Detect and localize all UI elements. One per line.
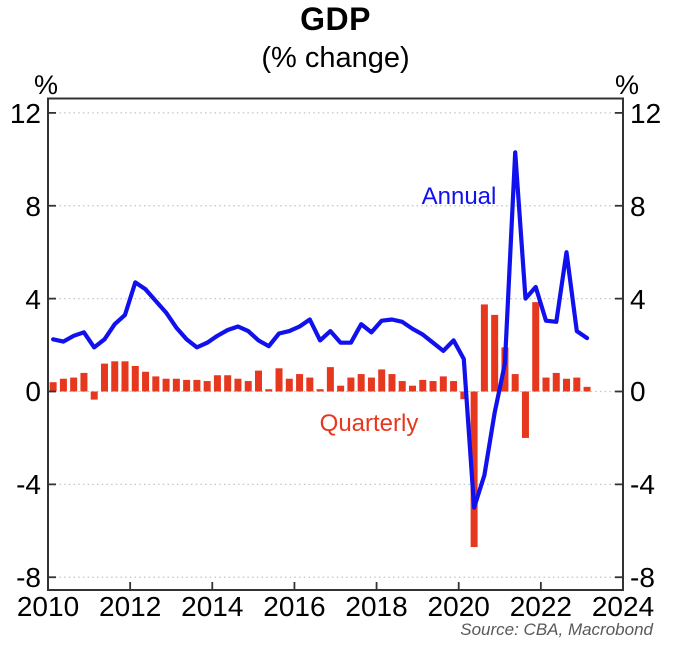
x-axis-tick-label-2010: 2010 <box>16 591 80 622</box>
quarterly-bar <box>162 378 170 392</box>
quarterly-bar <box>183 379 191 392</box>
quarterly-bar <box>357 374 365 392</box>
quarterly-bar <box>275 368 283 392</box>
x-axis-tick-label-2016: 2016 <box>263 591 326 622</box>
quarterly-bar <box>347 377 355 392</box>
y-axis-tick-label-8: 8 <box>630 190 646 222</box>
y-axis-tick-label-0: 0 <box>25 376 41 408</box>
quarterly-bar <box>388 374 396 392</box>
quarterly-bar <box>285 378 293 392</box>
y-axis-tick-label--8: -8 <box>630 562 655 594</box>
x-axis-tick-label-2012: 2012 <box>98 591 162 622</box>
quarterly-bar <box>378 369 386 392</box>
quarterly-bar <box>409 385 417 392</box>
quarterly-bar <box>491 314 499 392</box>
y-axis-unit-left: % <box>34 70 59 100</box>
quarterly-bar <box>337 385 345 392</box>
chart-subtitle: (% change) <box>261 42 410 74</box>
y-axis-tick-label--4: -4 <box>630 469 655 501</box>
quarterly-bar <box>521 391 529 438</box>
quarterly-bar <box>234 378 242 392</box>
quarterly-bar <box>439 376 447 392</box>
y-axis-unit-right: % <box>615 70 640 100</box>
series-label-quarterly: Quarterly <box>319 410 419 437</box>
quarterly-bar <box>573 377 581 392</box>
y-axis-tick-label--8: -8 <box>16 562 41 594</box>
quarterly-bar <box>326 367 334 392</box>
plot-frame <box>47 97 624 591</box>
quarterly-bar <box>213 375 221 392</box>
annual-line <box>50 150 590 510</box>
quarterly-bar <box>172 378 180 392</box>
y-axis-tick-label-8: 8 <box>25 190 41 222</box>
quarterly-bar <box>142 371 150 392</box>
x-axis-tick-label-2022: 2022 <box>509 591 572 622</box>
quarterly-bar <box>90 391 98 400</box>
quarterly-bar <box>296 374 304 392</box>
quarterly-bar <box>265 389 273 392</box>
quarterly-bar <box>100 363 108 392</box>
quarterly-bar <box>152 376 160 392</box>
x-axis-tick-label-2020: 2020 <box>427 591 490 622</box>
quarterly-bar <box>121 361 129 392</box>
quarterly-bar <box>542 377 550 392</box>
quarterly-bar <box>552 372 560 392</box>
quarterly-bar <box>511 374 519 392</box>
quarterly-bar <box>70 377 78 392</box>
x-axis-tick-label-2014: 2014 <box>181 591 244 622</box>
y-axis-tick-label-4: 4 <box>25 283 41 315</box>
source-credit: Source: CBA, Macrobond <box>460 620 653 639</box>
x-axis-tick-label-2024: 2024 <box>591 591 655 622</box>
quarterly-bar <box>203 381 211 392</box>
quarterly-bar <box>224 375 232 392</box>
quarterly-bar <box>419 379 427 392</box>
quarterly-bar <box>398 381 406 392</box>
quarterly-bar <box>532 302 540 392</box>
quarterly-bar <box>80 372 88 392</box>
quarterly-bar <box>460 391 468 400</box>
quarterly-bar <box>470 391 478 548</box>
quarterly-bar <box>254 370 262 392</box>
quarterly-bar <box>244 381 252 392</box>
quarterly-bar <box>583 386 591 392</box>
quarterly-bar <box>429 381 437 392</box>
quarterly-bar <box>450 381 458 392</box>
series-label-annual: Annual <box>421 183 497 210</box>
quarterly-bar <box>316 389 324 392</box>
quarterly-bar <box>131 365 139 392</box>
y-axis-tick-label-4: 4 <box>630 283 646 315</box>
quarterly-bar <box>306 377 314 392</box>
y-axis-tick-label-0: 0 <box>630 376 646 408</box>
quarterly-bar <box>480 304 488 392</box>
y-axis-tick-label--4: -4 <box>16 469 41 501</box>
quarterly-bar <box>49 382 57 392</box>
quarterly-bar <box>367 377 375 392</box>
chart-title: GDP <box>300 1 371 37</box>
quarterly-bar <box>193 379 201 392</box>
quarterly-bar <box>59 378 67 392</box>
y-axis-tick-label-12: 12 <box>9 97 41 129</box>
y-axis-tick-label-12: 12 <box>630 97 662 129</box>
quarterly-bar <box>111 361 119 392</box>
quarterly-bar <box>563 378 571 392</box>
x-axis-tick-label-2018: 2018 <box>345 591 408 622</box>
